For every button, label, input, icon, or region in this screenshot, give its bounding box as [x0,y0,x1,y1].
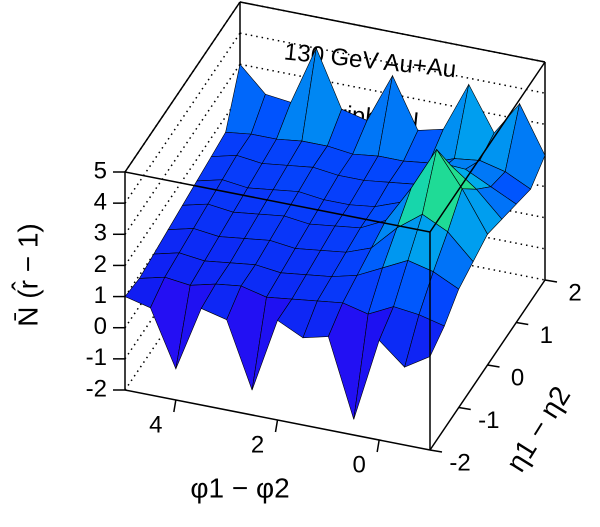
z-tick-label: 3 [94,220,107,247]
z-tick-label: 5 [94,157,107,184]
y-tick [487,364,500,368]
x-tick-label: 2 [251,431,264,458]
x-tick [173,399,177,413]
x-axis-label: φ1 − φ2 [190,472,289,503]
z-tick-label: 1 [94,282,107,309]
z-tick-label: -1 [86,344,107,371]
y-tick [429,449,443,453]
y-tick [544,279,558,283]
x-tick [376,439,380,453]
z-tick-label: -2 [86,375,107,402]
z-axis-label: N̄ (r̂ − 1) [12,223,43,326]
y-tick-label: -2 [449,449,470,476]
y-tick [458,406,471,411]
x-tick-label: 4 [149,411,162,438]
z-tick-label: 0 [94,313,107,340]
grid-line [239,1,546,63]
y-tick [516,321,529,326]
x-tick-label: 0 [352,451,365,478]
grid-line [239,32,546,94]
y-tick-label: 1 [540,322,553,349]
box-edge [429,61,546,233]
x-tick [274,419,279,433]
z-tick-label: 2 [94,251,107,278]
z-tick-label: 4 [94,188,107,215]
y-tick-label: 2 [568,279,581,306]
y-tick-label: -1 [478,407,499,434]
grid-line [124,32,241,204]
grid-line [124,1,241,173]
grid-line [124,95,241,266]
surface-patch [404,314,445,368]
y-axis-label: η1 − η2 [500,381,576,477]
box-edge [124,171,431,233]
y-tick-label: 0 [511,364,524,391]
grid-line [124,63,241,235]
